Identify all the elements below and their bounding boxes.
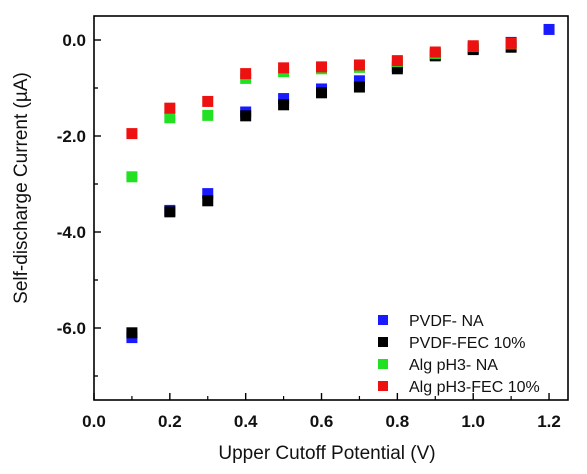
x-tick-label: 1.2 [537,412,561,431]
y-tick-label: -2.0 [57,127,86,146]
x-tick-label: 0.6 [310,412,334,431]
legend-label: PVDF-FEC 10% [409,335,525,352]
y-tick-label: -4.0 [57,223,86,242]
legend-label: Alg pH3- NA [409,357,498,374]
data-point-series-3 [353,59,365,71]
data-point-series-1 [126,327,138,339]
legend: PVDF- NA PVDF-FEC 10% Alg pH3- NA Alg pH3-F… [378,313,540,396]
data-point-series-3 [164,102,176,114]
data-point-series-0 [278,93,290,105]
y-axis-title: Self-discharge Current (µA) [11,72,32,304]
data-point-series-1 [202,195,214,207]
x-tick-label: 0.2 [158,412,182,431]
data-point-series-0 [543,23,555,35]
data-point-series-1 [316,87,328,99]
legend-swatch [378,337,388,347]
y-tick-label: -6.0 [57,319,86,338]
data-point-series-3 [202,95,214,107]
data-point-series-3 [278,62,290,74]
data-point-series-3 [126,128,138,140]
plot-frame [93,15,569,401]
data-points [126,23,555,344]
x-tick-label: 0.4 [234,412,258,431]
data-point-series-3 [316,61,328,73]
x-tick-label: 1.0 [461,412,485,431]
data-point-series-1 [164,206,176,218]
legend-swatch [378,381,388,391]
legend-label: PVDF- NA [409,313,484,330]
data-point-series-2 [164,112,176,124]
axes: 0.0 0.2 0.4 0.6 0.8 1.0 1.2 0.0 -2.0 -4.0 -6.0 [57,15,569,431]
data-point-series-3 [240,68,252,80]
data-point-series-1 [391,63,403,75]
x-axis-title: Upper Cutoff Potential (V) [218,443,435,464]
data-point-series-1 [353,81,365,93]
data-point-series-0 [202,188,214,200]
data-point-series-3 [467,40,479,52]
x-tick-label: 0.8 [386,412,410,431]
data-point-series-3 [505,37,517,49]
data-point-series-3 [391,55,403,67]
y-tick-label: 0.0 [62,31,86,50]
data-point-series-1 [278,99,290,111]
data-point-series-2 [126,171,138,183]
data-point-series-2 [202,109,214,121]
data-point-series-0 [353,75,365,87]
x-tick-label: 0.0 [82,412,106,431]
legend-label: Alg pH3-FEC 10% [409,379,540,396]
legend-swatch [378,359,388,369]
data-point-series-3 [429,46,441,58]
data-point-series-1 [240,110,252,122]
legend-swatch [378,315,388,325]
